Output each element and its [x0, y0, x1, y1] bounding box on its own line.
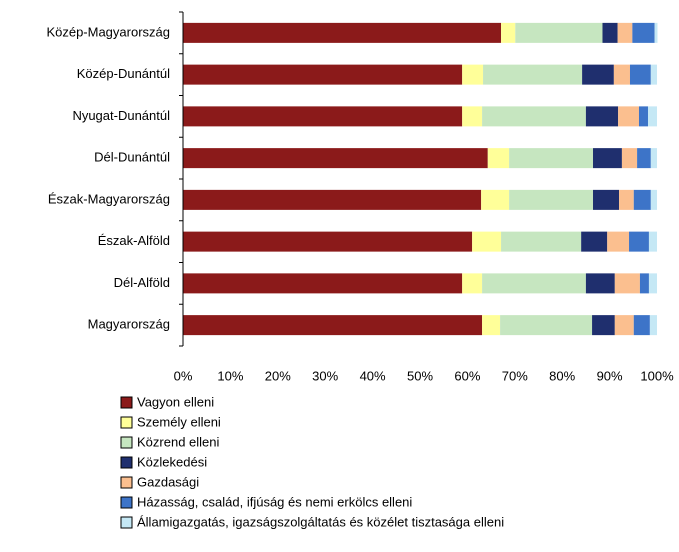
bar-segment — [183, 148, 488, 169]
x-tick-label: 90% — [597, 368, 623, 383]
bar-segment — [462, 106, 483, 127]
bar-segment — [462, 64, 484, 85]
x-tick-label: 20% — [265, 368, 291, 383]
x-tick-label: 0% — [174, 368, 193, 383]
legend-swatch — [120, 436, 133, 449]
bar-segment — [501, 231, 582, 252]
bar-segment — [629, 64, 651, 85]
legend-swatch — [120, 476, 133, 489]
y-tick-label: Észak-Alföld — [98, 233, 170, 248]
bar-segment — [483, 64, 583, 85]
legend-label: Közlekedési — [137, 454, 207, 469]
x-tick-label: 100% — [640, 368, 674, 383]
bar-segment — [614, 315, 634, 336]
bar-segment — [183, 22, 502, 43]
bar-segment — [481, 189, 510, 210]
bar-segment — [593, 148, 622, 169]
y-tick-label: Nyugat-Dunántúl — [72, 108, 170, 123]
bar-segment — [500, 315, 593, 336]
bar-segment — [650, 148, 657, 169]
y-tick-label: Észak-Magyarország — [48, 191, 170, 206]
bar-segment — [509, 148, 594, 169]
bar-segment — [639, 273, 649, 294]
y-tick-label: Dél-Alföld — [114, 275, 170, 290]
bar-segment — [632, 22, 655, 43]
bar-segment — [585, 273, 615, 294]
bar-segment — [613, 64, 630, 85]
bar-segment — [183, 231, 473, 252]
bar-segment — [592, 315, 615, 336]
y-tick-label: Közép-Dunántúl — [77, 66, 170, 81]
x-tick-label: 30% — [312, 368, 338, 383]
bar-segment — [515, 22, 603, 43]
bar-segment — [649, 315, 657, 336]
legend-label: Házasság, család, ifjúság és nemi erkölc… — [137, 494, 412, 509]
legend-label: Közrend elleni — [137, 434, 219, 449]
bar-segment — [183, 315, 483, 336]
bar-segment — [183, 273, 463, 294]
legend-label: Személy elleni — [137, 414, 221, 429]
legend-swatch — [120, 416, 133, 429]
legend-label: Gazdasági — [137, 474, 199, 489]
legend-swatch — [120, 396, 133, 409]
bar-segment — [648, 273, 657, 294]
bar-segment — [629, 231, 649, 252]
x-tick-label: 40% — [360, 368, 386, 383]
bar-segment — [487, 148, 510, 169]
bar-segment — [482, 315, 501, 336]
bar-segment — [618, 106, 639, 127]
bar-segment — [607, 231, 630, 252]
bar-segment — [593, 189, 620, 210]
legend-label: Vagyon elleni — [137, 394, 214, 409]
y-tick-label: Magyarország — [88, 317, 170, 332]
y-tick-label: Közép-Magyarország — [46, 24, 170, 39]
x-tick-label: 10% — [217, 368, 243, 383]
bar-segment — [650, 189, 657, 210]
bar-segment — [648, 231, 657, 252]
bar-segment — [183, 106, 463, 127]
legend-swatch — [120, 496, 133, 509]
y-tick-label: Dél-Dunántúl — [94, 150, 170, 165]
bar-segment — [633, 315, 650, 336]
bar-segment — [633, 189, 651, 210]
bar-segment — [472, 231, 502, 252]
bar-segment — [482, 273, 586, 294]
legend-swatch — [120, 456, 133, 469]
bar-segment — [462, 273, 483, 294]
bar-segment — [617, 22, 633, 43]
x-tick-label: 80% — [549, 368, 575, 383]
x-tick-label: 50% — [407, 368, 433, 383]
bar-segment — [650, 64, 657, 85]
legend-swatch — [120, 516, 133, 529]
bar-segment — [183, 189, 482, 210]
bar-segment — [638, 106, 648, 127]
bar-segment — [585, 106, 619, 127]
bar-segment — [501, 22, 516, 43]
bar-segment — [602, 22, 618, 43]
bar-segment — [183, 64, 463, 85]
bar-segment — [647, 106, 657, 127]
bar-segment — [509, 189, 594, 210]
bar-segment — [482, 106, 586, 127]
legend-label: Államigazgatás, igazságszolgáltatás és k… — [137, 514, 504, 529]
bar-segment — [581, 231, 608, 252]
bar-segment — [621, 148, 638, 169]
bar-segment — [654, 22, 658, 43]
x-tick-label: 70% — [502, 368, 528, 383]
bar-segment — [637, 148, 651, 169]
bar-segment — [582, 64, 614, 85]
x-tick-label: 60% — [454, 368, 480, 383]
bar-segment — [614, 273, 640, 294]
bar-segment — [619, 189, 634, 210]
